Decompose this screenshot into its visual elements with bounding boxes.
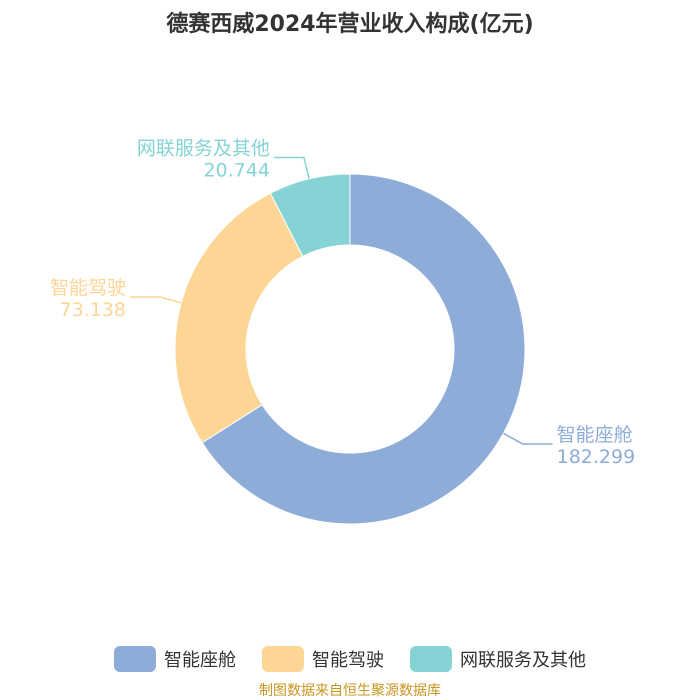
legend-label-1: 智能座舱 (164, 646, 236, 672)
legend-swatch-3 (410, 646, 452, 672)
slice-label-3: 网联服务及其他 (137, 137, 270, 159)
slice-label-2: 智能驾驶 (50, 277, 126, 299)
legend-label-2: 智能驾驶 (312, 646, 384, 672)
legend-item-3[interactable]: 网联服务及其他 (410, 646, 586, 672)
slice-2 (175, 193, 303, 443)
legend-swatch-1 (114, 646, 156, 672)
source-note: 制图数据来自恒生聚源数据库 (0, 680, 700, 700)
legend-item-1[interactable]: 智能座舱 (114, 646, 236, 672)
leader-line-3 (274, 157, 309, 178)
leader-line-1 (503, 433, 552, 444)
legend-item-2[interactable]: 智能驾驶 (262, 646, 384, 672)
slice-value-1: 182.299 (557, 446, 636, 468)
legend-swatch-2 (262, 646, 304, 672)
slice-value-2: 73.138 (59, 299, 125, 321)
slice-value-3: 20.744 (203, 159, 269, 181)
chart-legend: 智能座舱 智能驾驶 网联服务及其他 (0, 646, 700, 672)
leader-line-2 (130, 297, 181, 303)
slice-label-1: 智能座舱 (557, 424, 633, 446)
legend-label-3: 网联服务及其他 (460, 646, 586, 672)
